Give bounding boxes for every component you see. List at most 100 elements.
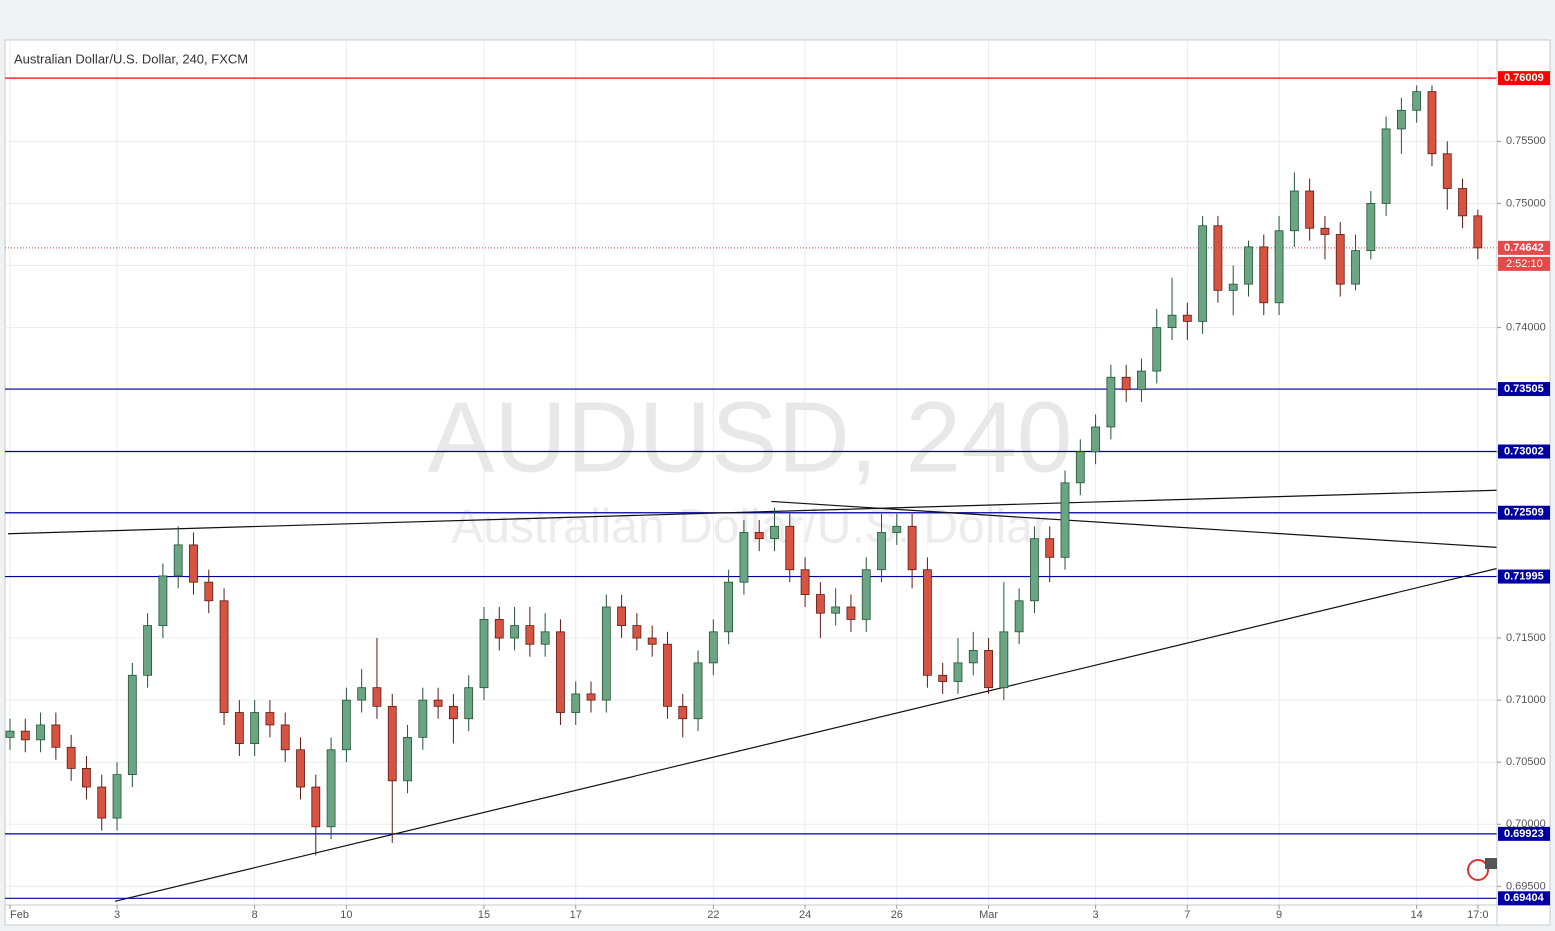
candle-body bbox=[82, 768, 91, 788]
y-tick-label: 0.75000 bbox=[1506, 197, 1546, 209]
level-label: 0.69404 bbox=[1504, 892, 1545, 904]
candle-body bbox=[219, 600, 229, 713]
watermark-subtitle: Australian Dollar/U.S. Dollar bbox=[451, 501, 1049, 554]
watermark: AUDUSD, 240 bbox=[428, 381, 1073, 493]
candle-body bbox=[1259, 246, 1269, 304]
candle-body bbox=[1335, 234, 1345, 285]
candle-body bbox=[1137, 370, 1146, 391]
trendline bbox=[114, 567, 1497, 902]
candle-body bbox=[556, 631, 565, 713]
trendline bbox=[7, 489, 1497, 535]
candle-body bbox=[846, 606, 856, 620]
level-label-bg bbox=[1498, 891, 1550, 906]
level-label-bg bbox=[1498, 826, 1550, 841]
candle-body bbox=[112, 774, 122, 819]
candle-body bbox=[1366, 203, 1376, 252]
candle-body bbox=[20, 730, 30, 741]
y-tick-label: 0.71000 bbox=[1506, 694, 1546, 706]
y-tick-label: 0.69500 bbox=[1506, 880, 1546, 892]
candle-body bbox=[449, 705, 458, 720]
candle-body bbox=[1427, 91, 1437, 155]
candle-body bbox=[265, 712, 275, 726]
x-tick-label: 3 bbox=[1093, 909, 1099, 921]
candle-body bbox=[189, 544, 198, 583]
candle-body bbox=[647, 637, 657, 645]
candle-body bbox=[1289, 190, 1299, 232]
candle-body bbox=[1198, 225, 1208, 322]
candle-body bbox=[127, 674, 137, 776]
candle-body bbox=[678, 705, 688, 720]
candle-body bbox=[311, 786, 321, 828]
x-tick-label: 10 bbox=[340, 909, 352, 921]
x-tick-label: 17:0 bbox=[1467, 909, 1488, 921]
candle-body bbox=[5, 730, 15, 738]
candle-body bbox=[280, 724, 290, 751]
candle-body bbox=[739, 532, 749, 583]
candle-body bbox=[1320, 227, 1330, 235]
candle-body bbox=[1060, 482, 1070, 558]
candle-body bbox=[754, 532, 764, 540]
candle-body bbox=[51, 724, 61, 748]
candle-body bbox=[770, 525, 779, 540]
chart-frame bbox=[4, 39, 1551, 926]
x-tick-label: Feb bbox=[10, 909, 29, 921]
candle-body bbox=[1351, 250, 1360, 285]
candle-body bbox=[387, 705, 397, 782]
plot bbox=[5, 77, 1497, 902]
level-label-bg bbox=[1498, 382, 1550, 397]
alert-icon bbox=[1467, 858, 1497, 881]
candle-body bbox=[1167, 314, 1177, 328]
candle-body bbox=[1412, 91, 1422, 111]
candle-body bbox=[204, 581, 214, 602]
y-tick-label: 0.74000 bbox=[1506, 322, 1546, 334]
level-label: 0.69923 bbox=[1504, 828, 1544, 840]
candle-body bbox=[1106, 376, 1116, 428]
candle-body bbox=[1442, 153, 1452, 189]
candle-body bbox=[1045, 538, 1055, 558]
candle-body bbox=[143, 625, 153, 676]
x-tick-label: 17 bbox=[570, 909, 582, 921]
candle-body bbox=[1274, 230, 1284, 304]
grid bbox=[5, 41, 1497, 905]
candle-body bbox=[1305, 190, 1315, 229]
level-label-bg bbox=[1498, 444, 1550, 459]
candle-body bbox=[341, 699, 351, 751]
candle-body bbox=[66, 746, 76, 769]
x-tick-label: 3 bbox=[114, 909, 120, 921]
candle-body bbox=[907, 525, 917, 571]
candle-body bbox=[1014, 600, 1024, 633]
candle-body bbox=[861, 569, 871, 620]
candle-body bbox=[418, 699, 428, 738]
candle-body bbox=[1030, 538, 1039, 602]
candle-body bbox=[296, 749, 305, 788]
candle-body bbox=[158, 575, 168, 627]
countdown: 2:52:10 bbox=[1506, 258, 1543, 270]
level-label-bg bbox=[1498, 505, 1550, 520]
candle-body bbox=[708, 631, 718, 664]
candle-body bbox=[173, 544, 183, 577]
candle-body bbox=[464, 687, 474, 720]
candle-body bbox=[999, 631, 1009, 689]
candle-body bbox=[433, 699, 443, 707]
candle-body bbox=[953, 662, 963, 682]
level-label: 0.72509 bbox=[1504, 507, 1544, 519]
candle-body bbox=[815, 594, 825, 614]
y-tick-label: 0.75500 bbox=[1506, 135, 1546, 147]
y-tick-label: 0.71500 bbox=[1506, 632, 1546, 644]
level-label-bg bbox=[1498, 71, 1550, 86]
candle-body bbox=[1473, 215, 1483, 249]
candle-body bbox=[525, 625, 535, 645]
candle-body bbox=[632, 625, 642, 639]
candle-body bbox=[1121, 376, 1131, 391]
candle-body bbox=[1152, 327, 1162, 372]
candle-body bbox=[724, 581, 734, 633]
candle-body bbox=[403, 736, 412, 782]
candle-body bbox=[250, 712, 260, 744]
candle-body bbox=[831, 606, 841, 614]
level-label: 0.73002 bbox=[1504, 445, 1544, 457]
x-tick-label: 7 bbox=[1184, 909, 1190, 921]
x-tick-label: 22 bbox=[707, 909, 719, 921]
level-label-bg bbox=[1498, 569, 1550, 584]
axes: 0.695000.700000.705000.710000.715000.720… bbox=[9, 71, 1550, 921]
